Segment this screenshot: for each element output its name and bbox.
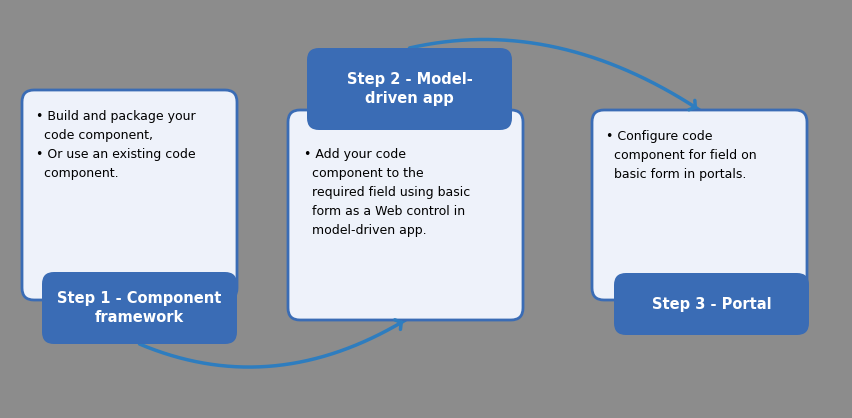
FancyBboxPatch shape (592, 110, 807, 300)
Text: • Configure code
  component for field on
  basic form in portals.: • Configure code component for field on … (606, 130, 757, 181)
Text: • Add your code
  component to the
  required field using basic
  form as a Web : • Add your code component to the require… (304, 148, 470, 237)
FancyBboxPatch shape (307, 48, 512, 130)
FancyBboxPatch shape (42, 272, 237, 344)
Text: Step 1 - Component
framework: Step 1 - Component framework (57, 291, 222, 325)
Text: • Build and package your
  code component,
• Or use an existing code
  component: • Build and package your code component,… (36, 110, 196, 180)
FancyBboxPatch shape (614, 273, 809, 335)
FancyBboxPatch shape (22, 90, 237, 300)
Text: Step 2 - Model-
driven app: Step 2 - Model- driven app (347, 71, 472, 107)
FancyBboxPatch shape (288, 110, 523, 320)
Text: Step 3 - Portal: Step 3 - Portal (652, 296, 771, 311)
